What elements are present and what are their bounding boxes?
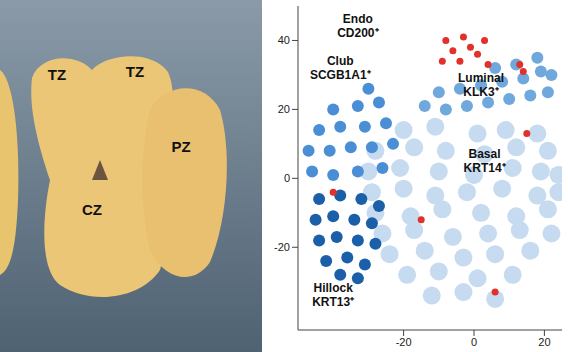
svg-text:HillockKRT13⁺: HillockKRT13⁺ [312,281,354,309]
svg-text:ClubSCGB1A1⁺: ClubSCGB1A1⁺ [310,54,371,82]
svg-text:CZ: CZ [82,201,102,218]
svg-text:0: 0 [471,336,477,348]
svg-text:20: 20 [278,103,290,115]
svg-text:0: 0 [284,172,290,184]
svg-text:-20: -20 [274,241,290,253]
svg-text:TZ: TZ [48,66,66,83]
svg-text:-20: -20 [396,336,412,348]
svg-text:40: 40 [278,34,290,46]
svg-text:PZ: PZ [171,138,190,155]
svg-text:LuminalKLK3⁺: LuminalKLK3⁺ [458,71,504,99]
svg-text:EndoCD200⁺: EndoCD200⁺ [337,12,378,40]
svg-text:BasalKRT14⁺: BasalKRT14⁺ [464,147,506,175]
svg-text:TZ: TZ [126,63,144,80]
svg-text:20: 20 [538,336,550,348]
